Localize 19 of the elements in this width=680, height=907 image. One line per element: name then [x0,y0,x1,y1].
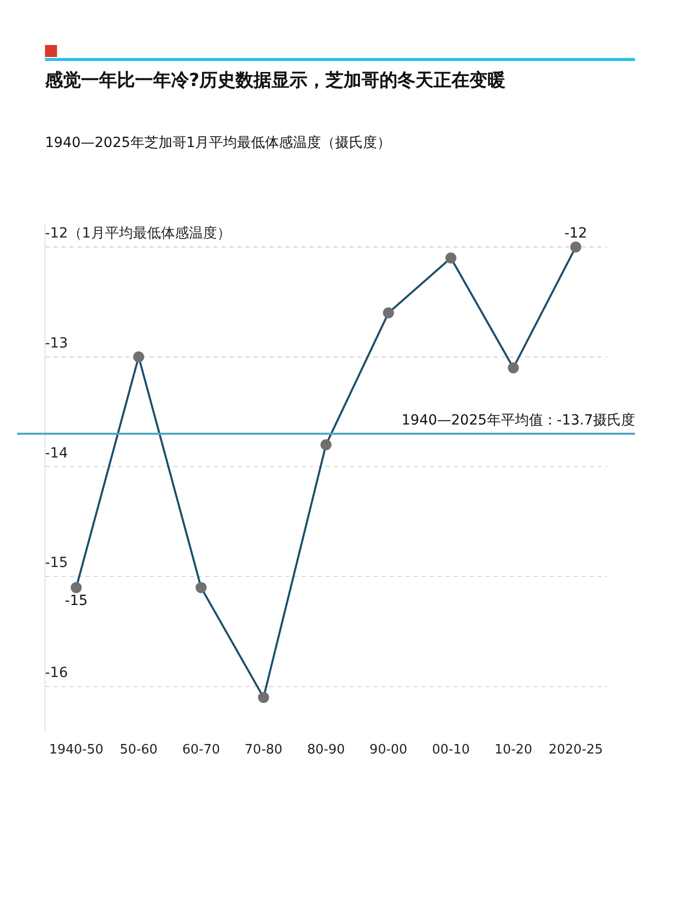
x-tick-label: 2020-25 [548,742,603,758]
x-tick-label: 70-80 [244,742,282,758]
x-tick-label: 10-20 [494,742,532,758]
data-label: -15 [64,593,88,610]
y-tick-label: -12（1月平均最低体感温度） [45,226,231,242]
chart-title: 感觉一年比一年冷?历史数据显示，芝加哥的冬天正在变暖 [45,69,506,92]
y-tick-label: -15 [45,555,68,572]
chart-subtitle: 1940—2025年芝加哥1月平均最低体感温度（摄氏度） [45,134,392,152]
ref-line-label: 1940—2025年平均值：-13.7摄氏度 [402,412,635,428]
x-tick-label: 1940-50 [49,742,104,758]
y-tick-label: -16 [45,665,68,682]
x-tick-label: 00-10 [432,742,470,758]
x-tick-label: 50-60 [120,742,158,758]
x-tick-label: 80-90 [307,742,345,758]
data-label: -12 [564,226,588,242]
y-tick-label: -14 [45,445,68,462]
x-tick-label: 60-70 [182,742,220,758]
y-tick-label: -13 [45,335,68,352]
x-tick-label: 90-00 [370,742,408,758]
